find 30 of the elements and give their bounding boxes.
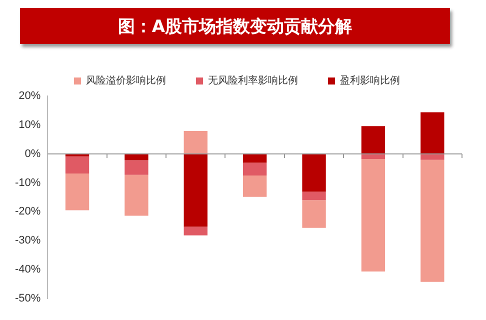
y-tick-label: -50% xyxy=(14,292,41,304)
bar xyxy=(243,154,267,163)
legend-label: 盈利影响比例 xyxy=(340,74,400,87)
bar xyxy=(184,154,208,227)
bar xyxy=(124,160,148,175)
y-tick-label: -30% xyxy=(14,234,41,247)
bar xyxy=(124,174,148,216)
bar xyxy=(302,200,326,228)
bar xyxy=(243,162,267,176)
bar xyxy=(65,156,90,174)
y-tick-label: -20% xyxy=(14,206,41,218)
bar xyxy=(302,154,326,192)
chart-title: 图：A股市场指数变动贡献分解 xyxy=(20,8,450,44)
legend-label: 无风险利率影响比例 xyxy=(208,74,298,87)
y-tick-label: 0% xyxy=(24,148,41,160)
y-tick-label: 10% xyxy=(18,118,41,131)
bar xyxy=(361,159,386,272)
y-tick-label: -40% xyxy=(14,264,41,276)
bar xyxy=(184,130,208,154)
bar xyxy=(65,173,90,210)
bar xyxy=(184,226,208,236)
bar xyxy=(243,176,267,197)
bar xyxy=(420,160,444,282)
y-tick-label: -10% xyxy=(14,176,41,189)
y-tick-label: 20% xyxy=(18,90,41,102)
bar xyxy=(361,126,386,154)
bar xyxy=(420,154,444,160)
bar xyxy=(420,112,444,154)
bar xyxy=(302,192,326,200)
legend-label: 风险溢价影响比例 xyxy=(86,74,166,87)
